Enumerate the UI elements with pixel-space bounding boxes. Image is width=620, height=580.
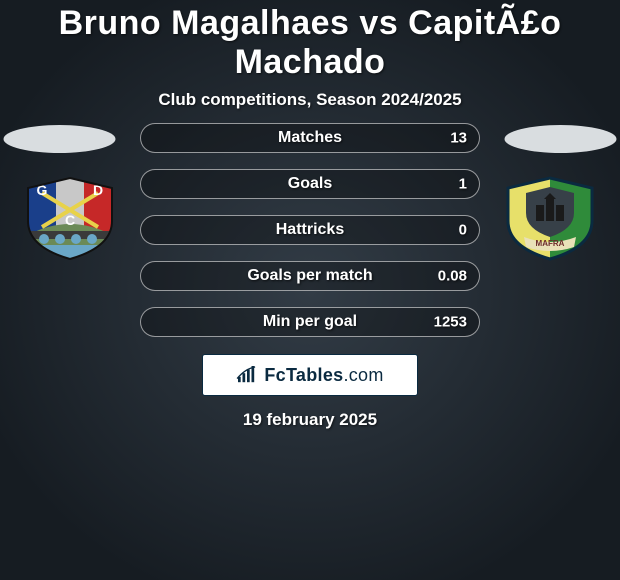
- stat-label: Hattricks: [276, 221, 344, 239]
- stat-value-right: 13: [450, 130, 467, 147]
- brand-suffix: .com: [343, 365, 383, 385]
- brand-name: FcTables: [264, 365, 343, 385]
- brand-text: FcTables.com: [264, 365, 383, 386]
- stat-value-right: 0: [459, 222, 467, 239]
- stat-label: Min per goal: [263, 313, 357, 331]
- stats-container: Matches 13 Goals 1 Hattricks 0 Goals per…: [140, 123, 480, 337]
- svg-text:MAFRA: MAFRA: [536, 239, 565, 248]
- brand-badge: FcTables.com: [202, 354, 418, 396]
- svg-text:C: C: [65, 212, 75, 228]
- club-logo-left: G D C: [20, 175, 120, 261]
- player-right-silhouette: [503, 124, 618, 154]
- player-left-silhouette: [2, 124, 117, 154]
- ellipse-shape: [4, 125, 116, 153]
- ellipse-shape: [505, 125, 617, 153]
- stat-row-matches: Matches 13: [140, 123, 480, 153]
- date-text: 19 february 2025: [0, 410, 620, 430]
- stat-row-hattricks: Hattricks 0: [140, 215, 480, 245]
- stat-label: Matches: [278, 129, 342, 147]
- stat-value-right: 0.08: [438, 268, 467, 285]
- subtitle: Club competitions, Season 2024/2025: [0, 90, 620, 110]
- stat-value-right: 1253: [434, 314, 467, 331]
- stat-row-goals-per-match: Goals per match 0.08: [140, 261, 480, 291]
- stat-value-right: 1: [459, 176, 467, 193]
- stat-label: Goals: [288, 175, 332, 193]
- stat-row-goals: Goals 1: [140, 169, 480, 199]
- bar-chart-icon: [236, 366, 258, 384]
- infographic-root: Bruno Magalhaes vs CapitÃ£o Machado Club…: [0, 0, 620, 580]
- page-title: Bruno Magalhaes vs CapitÃ£o Machado: [0, 4, 620, 82]
- club-logo-right: MAFRA: [500, 175, 600, 261]
- stat-label: Goals per match: [247, 267, 372, 285]
- stat-row-min-per-goal: Min per goal 1253: [140, 307, 480, 337]
